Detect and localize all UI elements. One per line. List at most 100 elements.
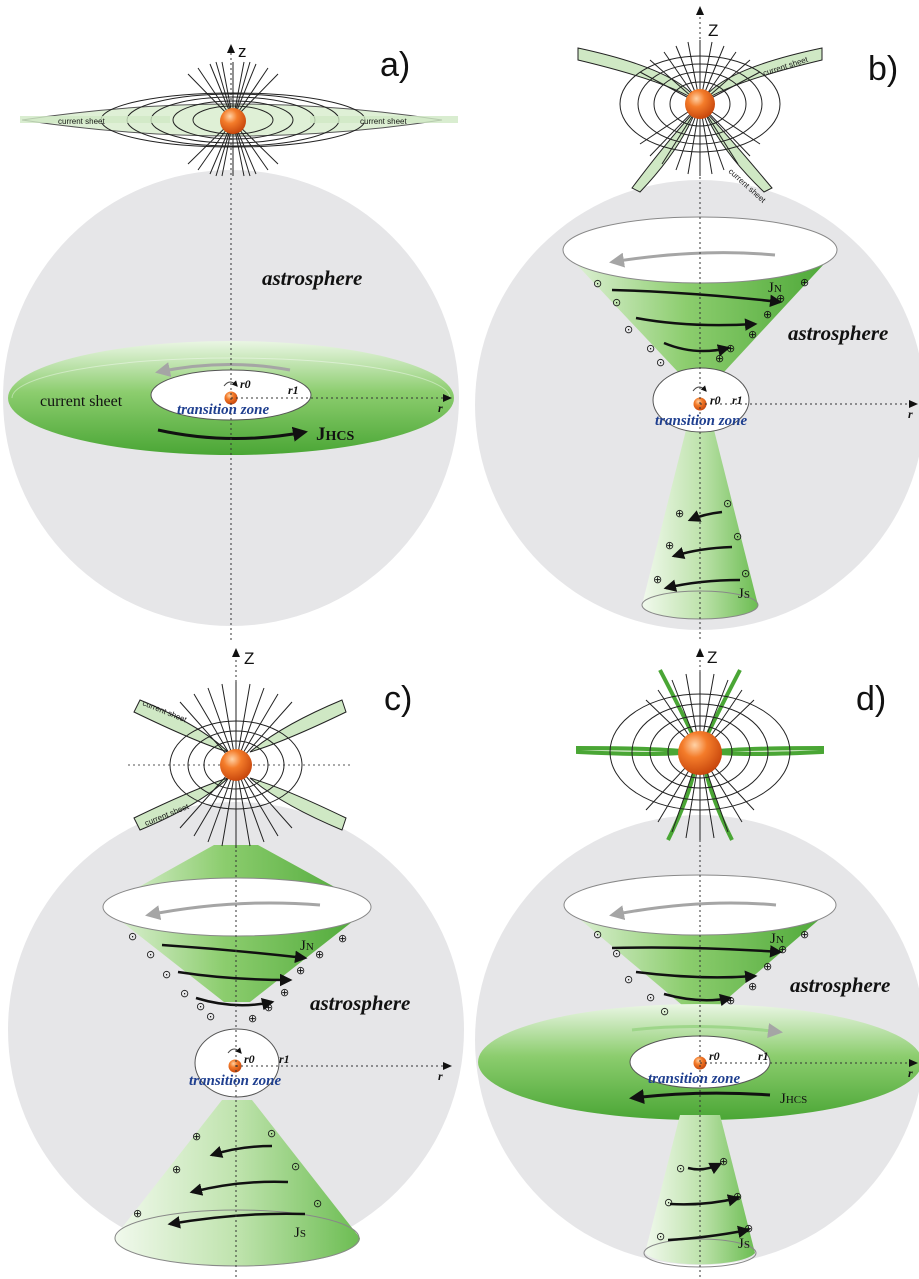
j-n-sub: N [306,941,314,953]
svg-text:⊕: ⊕ [296,964,305,977]
astrosphere-label: astrosphere [310,991,410,1015]
svg-text:⊕: ⊕ [733,1190,742,1203]
transition-zone-label: transition zone [189,1073,281,1089]
svg-text:⊕: ⊕ [800,928,809,941]
r0-label: r0 [240,377,251,391]
current-sheet-small-right: current sheet [360,117,407,126]
current-arrow-n3 [195,996,275,1011]
r0-label: r0 [710,393,721,407]
north-cone [563,250,837,372]
south-cone [645,1115,755,1265]
svg-text:⊙: ⊙ [723,497,732,510]
svg-text:⊙: ⊙ [664,1196,673,1209]
j-n-label: JN [770,931,784,947]
j-n-main: J [300,938,306,954]
svg-text:⊕: ⊕ [264,1001,273,1014]
panel-d: ⊙⊙⊙⊙⊙ ⊕⊕⊕⊕⊕ ⊙⊙⊙ ⊕⊕⊕ d) Z r astrosphere [475,648,919,1279]
j-hcs-label: JHCS [316,424,355,445]
j-hcs-label: JHCS [780,1091,807,1107]
svg-text:⊙: ⊙ [624,323,633,336]
current-arrow-s1 [687,1162,723,1175]
svg-text:⊙: ⊙ [593,277,602,290]
current-arrow-s2 [669,1194,741,1207]
svg-text:⊕: ⊕ [338,932,347,945]
panel-c: ⊙⊙⊙⊙⊙⊙ ⊕⊕⊕⊕⊕⊕ ⊙⊙⊙ ⊕⊕⊕ c) Z r astrosphere… [8,648,464,1279]
svg-text:⊙: ⊙ [624,973,633,986]
current-arrow-n2 [177,970,293,987]
green-current-arrow [631,1023,783,1038]
j-n-main: J [768,280,774,296]
r-axis-label: r [908,1066,913,1080]
svg-text:⊕: ⊕ [778,943,787,956]
z-axis-label: Z [244,649,254,668]
svg-text:⊕: ⊕ [776,292,785,305]
r-axis-label: r [438,401,443,415]
j-s-sub: S [744,1239,750,1251]
svg-text:⊕: ⊕ [748,980,757,993]
panel-label: b) [868,50,898,88]
svg-text:⊕: ⊕ [726,342,735,355]
r-axis-arrowhead [443,1062,452,1070]
field-lines-b [577,40,823,193]
j-s-label: JS [294,1225,306,1241]
svg-text:⊙: ⊙ [612,296,621,309]
z-axis-label: Z [707,648,717,667]
r-axis-arrowhead [909,400,918,408]
gray-current-arrow [145,901,321,921]
current-arrow-s1 [209,1144,273,1158]
current-arrow-s1 [687,510,723,522]
svg-text:⊙: ⊙ [656,356,665,369]
j-s-label: JS [738,1236,750,1252]
rotation-arrow [227,1047,242,1054]
r0-label: r0 [709,1049,720,1063]
svg-text:⊕: ⊕ [315,948,324,961]
j-hcs-sub: HCS [326,429,355,444]
j-n-label: JN [768,280,782,296]
j-s-main: J [738,1236,744,1252]
svg-text:⊕: ⊕ [280,986,289,999]
current-arrow-hcs [629,1089,771,1105]
j-hcs-main: J [316,424,326,445]
svg-text:⊙: ⊙ [180,987,189,1000]
svg-text:⊕: ⊕ [744,1222,753,1235]
svg-text:⊙: ⊙ [593,928,602,941]
r-axis-arrowhead [443,394,452,402]
transition-zone-label: transition zone [655,413,747,429]
current-sheet-strip-right [310,116,458,123]
svg-text:⊙: ⊙ [313,1197,322,1210]
r1-label: r1 [279,1052,290,1066]
svg-text:⊙: ⊙ [128,930,137,943]
south-cone-rim [114,1209,360,1267]
transition-zone-label: transition zone [648,1071,740,1087]
current-sheet-strip-left [20,116,170,123]
svg-text:⊕: ⊕ [719,1155,728,1168]
z-axis-label: Z [708,21,718,40]
j-n-sub: N [776,934,784,946]
current-arrow-n3 [663,341,731,357]
star-top [678,731,722,775]
svg-text:⊙: ⊙ [612,947,621,960]
r0-label: r0 [244,1052,255,1066]
svg-text:⊙: ⊙ [196,1000,205,1013]
current-arrow-n1 [161,943,308,964]
svg-text:⊙: ⊙ [646,991,655,1004]
r1-label: r1 [758,1049,769,1063]
j-s-main: J [738,586,744,602]
current-arrow-n2 [635,970,758,983]
j-n-label: JN [300,938,314,954]
z-axis-label: z [238,42,247,61]
svg-text:⊙: ⊙ [733,530,742,543]
r1-label: r1 [288,383,299,397]
star-top [685,89,715,119]
star [228,1059,242,1073]
current-arrow-s3 [663,578,741,592]
current-arrow-s2 [189,1180,289,1196]
star-top [220,108,246,134]
svg-text:⊕: ⊕ [675,507,684,520]
transition-zone-label: transition zone [177,402,269,418]
j-s-sub: S [300,1228,306,1240]
j-n-main: J [770,931,776,947]
astrosphere-label: astrosphere [788,321,888,345]
star-top [220,749,252,781]
